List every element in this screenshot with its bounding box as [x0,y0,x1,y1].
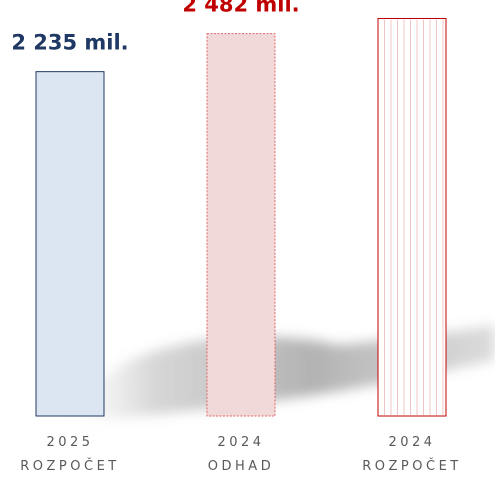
bar-group-2 [206,33,276,417]
bar-group-1 [35,71,105,417]
category-year-3: 2024 [388,435,435,450]
bar-3-border [377,17,447,417]
category-label-1: ROZPOČET [20,458,119,474]
value-label-2: 2 482 mil. [182,0,299,17]
category-year-1: 2025 [46,435,93,450]
category-label-3: ROZPOČET [362,458,461,474]
bar-3 [377,17,447,417]
value-label-1: 2 235 mil. [11,31,128,55]
category-year-2: 2024 [217,435,264,450]
category-label-2: ODHAD [208,459,274,474]
labels-layer: 2 235 mil. 2025 ROZPOČET 2 482 mil. 2024 ODHA… [11,0,470,474]
bar-2 [206,33,276,417]
bar-1 [35,71,105,417]
bar-group-3 [377,17,447,417]
value-label-3: 2 580 mil. [353,0,470,1]
bars-layer [35,17,447,417]
